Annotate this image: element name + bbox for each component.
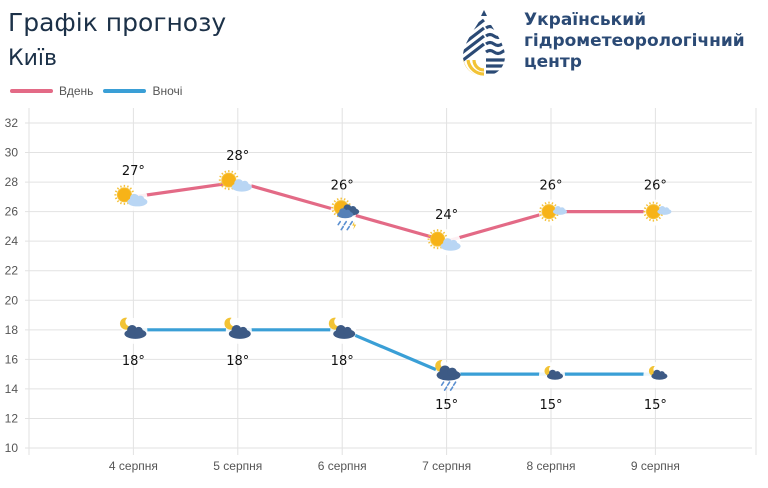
y-tick-label: 32	[5, 116, 19, 130]
y-tick-label: 22	[5, 264, 19, 278]
sun-thunderstorm-rain-icon	[331, 197, 360, 231]
cloud-icon	[124, 325, 147, 339]
cloud-icon	[440, 238, 461, 251]
x-tick-label: 8 серпня	[527, 459, 576, 473]
legend-label-day: Вдень	[59, 84, 94, 98]
chart-legend: Вдень Вночі	[10, 84, 192, 98]
water-drop-logo-icon	[463, 10, 505, 76]
sun-small-cloud-icon	[643, 201, 672, 222]
night-temp-label: 18°	[226, 354, 249, 369]
moon-cloud-rain-icon	[435, 360, 461, 391]
ugcc-logo: Український гідрометеорологічний центр	[458, 8, 758, 78]
cloud-icon	[553, 206, 567, 215]
night-series-line	[133, 328, 656, 376]
legend-label-night: Вночі	[152, 84, 183, 98]
legend-item-day[interactable]: Вдень	[10, 84, 93, 98]
y-tick-label: 12	[5, 411, 19, 425]
moon-dark-cloud-icon	[119, 317, 147, 339]
city-name: Київ	[8, 46, 57, 71]
y-tick-label: 30	[5, 146, 19, 160]
legend-item-night[interactable]: Вночі	[103, 84, 182, 98]
cloud-icon	[231, 179, 252, 192]
legend-swatch-night	[103, 89, 147, 93]
night-temp-label: 18°	[122, 354, 145, 369]
cloud-icon	[547, 369, 563, 380]
y-tick-label: 16	[5, 352, 19, 366]
y-tick-label: 26	[5, 205, 19, 219]
chart-grid	[25, 108, 757, 455]
logo-text: Український гідрометеорологічний центр	[524, 10, 745, 73]
day-temp-label: 26°	[644, 179, 667, 194]
night-temp-label: 15°	[539, 398, 562, 413]
y-tick-label: 24	[5, 234, 19, 248]
day-temp-label: 24°	[435, 208, 458, 223]
logo-line-1: Український	[524, 10, 647, 30]
day-temp-label: 26°	[331, 179, 354, 194]
sun-cloud-icon	[114, 184, 148, 207]
day-temp-label: 26°	[539, 179, 562, 194]
x-axis: 4 серпня 5 серпня 6 серпня 7 серпня 8 серпня…	[109, 459, 680, 473]
x-tick-label: 6 серпня	[318, 459, 367, 473]
x-tick-label: 4 серпня	[109, 459, 158, 473]
cloud-icon	[436, 365, 461, 381]
y-axis: 10 12 14 16 18 20 22 24 26 28 30 32	[5, 116, 19, 455]
y-tick-label: 20	[5, 293, 19, 307]
sun-cloud-icon	[427, 229, 461, 251]
cloud-icon	[651, 369, 668, 380]
y-tick-label: 28	[5, 175, 19, 189]
day-series-line	[133, 180, 656, 243]
moon-dark-cloud-icon	[224, 317, 251, 339]
value-labels: 27° 28° 26° 24° 26° 26° 18° 18° 18° 15° 15° 15°	[122, 149, 667, 413]
cloud-icon	[337, 208, 354, 219]
page-title: Графік прогнозу	[8, 8, 227, 37]
night-temp-label: 15°	[644, 398, 667, 413]
rain-icon	[337, 220, 357, 231]
moon-small-cloud-icon	[544, 366, 563, 380]
day-temp-label: 27°	[122, 164, 145, 179]
moon-dark-cloud-icon	[328, 317, 356, 339]
sun-small-cloud-icon	[539, 201, 567, 222]
y-tick-label: 10	[5, 441, 19, 455]
legend-swatch-day	[10, 89, 53, 93]
night-temp-label: 18°	[331, 354, 354, 369]
x-tick-label: 5 серпня	[213, 459, 262, 473]
cloud-icon	[228, 325, 251, 339]
x-tick-label: 7 серпня	[422, 459, 471, 473]
y-tick-label: 18	[5, 323, 19, 337]
cloud-icon	[333, 325, 356, 339]
logo-line-2: гідрометеорологічний	[524, 31, 745, 51]
forecast-chart: 10 12 14 16 18 20 22 24 26 28 30 32 4 серпня 5 серпн…	[5, 108, 757, 473]
cloud-icon	[127, 193, 148, 207]
day-temp-label: 28°	[226, 149, 249, 164]
logo-line-3: центр	[524, 52, 582, 72]
sun-icon	[218, 170, 239, 191]
x-tick-label: 9 серпня	[631, 459, 680, 473]
sun-cloud-icon	[218, 170, 252, 192]
y-tick-label: 14	[5, 382, 19, 396]
series-lines	[133, 180, 656, 376]
cloud-icon	[657, 206, 672, 215]
night-temp-label: 15°	[435, 398, 458, 413]
rain-icon	[440, 381, 457, 391]
weather-icons	[114, 170, 672, 391]
moon-small-cloud-icon	[648, 366, 668, 380]
